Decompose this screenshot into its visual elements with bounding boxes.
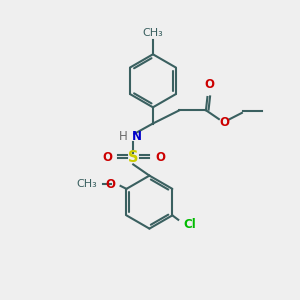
Text: H: H xyxy=(119,130,128,143)
Text: Cl: Cl xyxy=(184,218,196,231)
Text: CH₃: CH₃ xyxy=(142,28,163,38)
Text: O: O xyxy=(204,78,214,91)
Text: CH₃: CH₃ xyxy=(77,179,98,190)
Text: O: O xyxy=(105,178,115,191)
Text: S: S xyxy=(128,150,139,165)
Text: N: N xyxy=(132,130,142,143)
Text: O: O xyxy=(155,152,165,164)
Text: O: O xyxy=(102,152,112,164)
Text: O: O xyxy=(219,116,229,129)
